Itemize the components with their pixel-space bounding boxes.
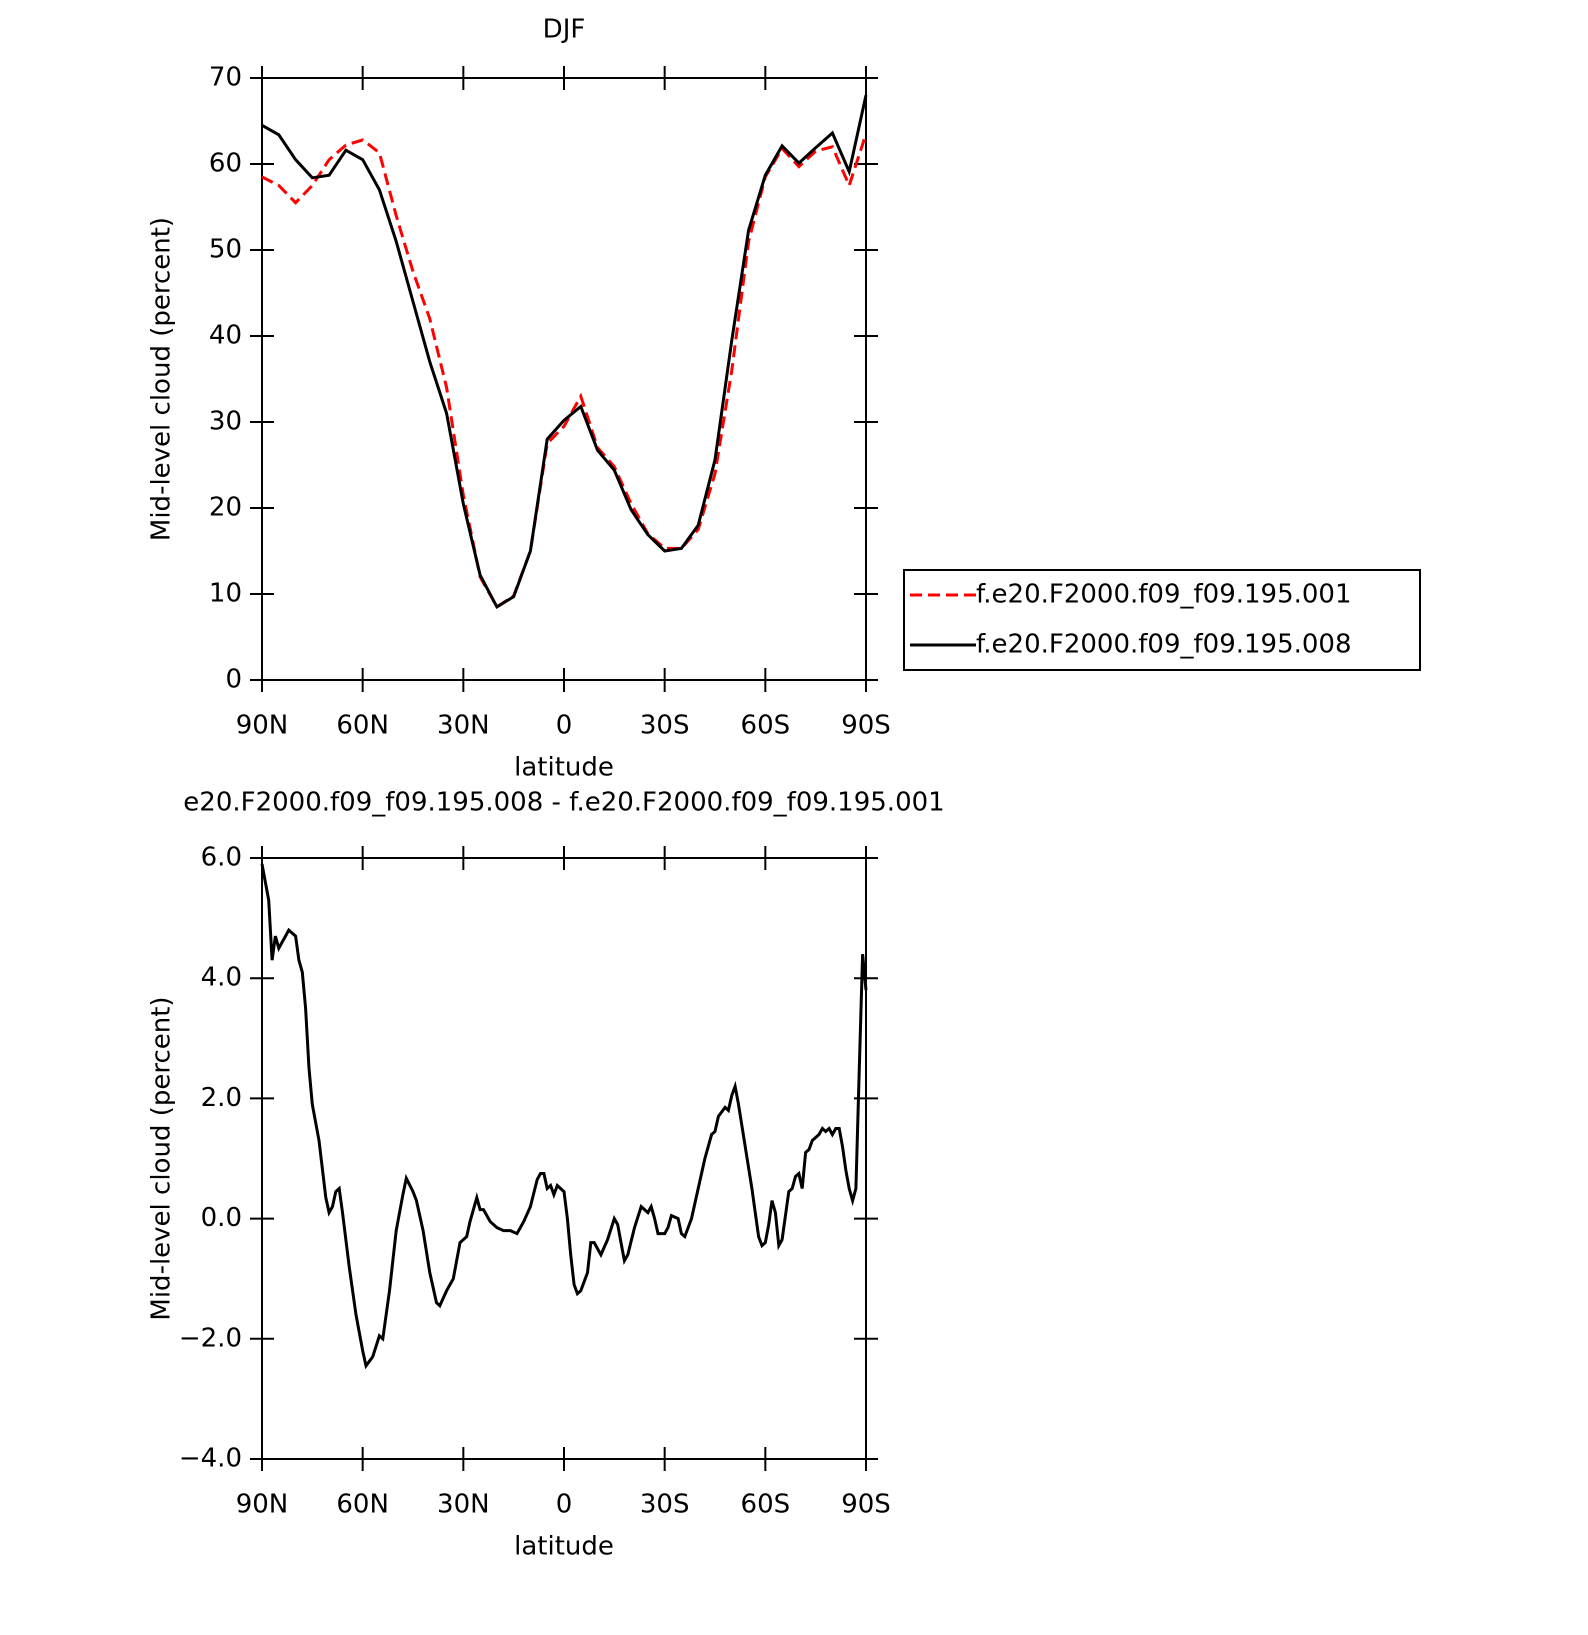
y-tick-label: 60: [209, 149, 242, 179]
y-tick-label: 4.0: [201, 963, 242, 993]
y-tick-label: 70: [209, 63, 242, 93]
x-tick-label: 90N: [236, 1490, 289, 1520]
plot-frame: [261, 857, 867, 1460]
x-tick-label: 90S: [841, 711, 891, 741]
x-axis-label: latitude: [514, 1532, 614, 1562]
x-tick-label: 30N: [437, 1490, 490, 1520]
legend-label: f.e20.F2000.f09_f09.195.008: [976, 630, 1352, 660]
data-line: [260, 863, 868, 1370]
y-tick-label: 40: [209, 321, 242, 351]
y-tick-label: 0: [225, 665, 242, 695]
y-axis-label: Mid-level cloud (percent): [147, 996, 177, 1320]
x-tick-label: 30N: [437, 711, 490, 741]
chart-title: e20.F2000.f09_f09.195.008 - f.e20.F2000.…: [183, 788, 944, 818]
y-tick-label: 10: [209, 579, 242, 609]
legend-label: f.e20.F2000.f09_f09.195.001: [976, 580, 1352, 610]
legend-frame: [903, 569, 1421, 671]
data-line: [261, 133, 868, 610]
plot-frame: [261, 77, 867, 681]
x-tick-label: 90N: [236, 711, 289, 741]
x-tick-label: 60N: [336, 711, 389, 741]
x-tick-label: 90S: [841, 1490, 891, 1520]
x-tick-label: 0: [556, 1490, 573, 1520]
x-tick-label: 0: [556, 711, 573, 741]
y-tick-label: −2.0: [179, 1323, 242, 1353]
y-tick-label: 2.0: [201, 1083, 242, 1113]
y-axis-label: Mid-level cloud (percent): [147, 217, 177, 541]
x-tick-label: 60N: [336, 1490, 389, 1520]
chart-title: DJF: [543, 15, 586, 45]
y-tick-label: −4.0: [179, 1444, 242, 1474]
y-tick-label: 20: [209, 493, 242, 523]
x-tick-label: 30S: [640, 711, 690, 741]
x-tick-label: 30S: [640, 1490, 690, 1520]
x-tick-label: 60S: [741, 1490, 791, 1520]
y-tick-label: 0.0: [201, 1203, 242, 1233]
y-tick-label: 6.0: [201, 843, 242, 873]
y-tick-label: 30: [209, 407, 242, 437]
x-tick-label: 60S: [741, 711, 791, 741]
data-line: [261, 94, 868, 610]
y-tick-label: 50: [209, 235, 242, 265]
x-axis-label: latitude: [514, 753, 614, 783]
